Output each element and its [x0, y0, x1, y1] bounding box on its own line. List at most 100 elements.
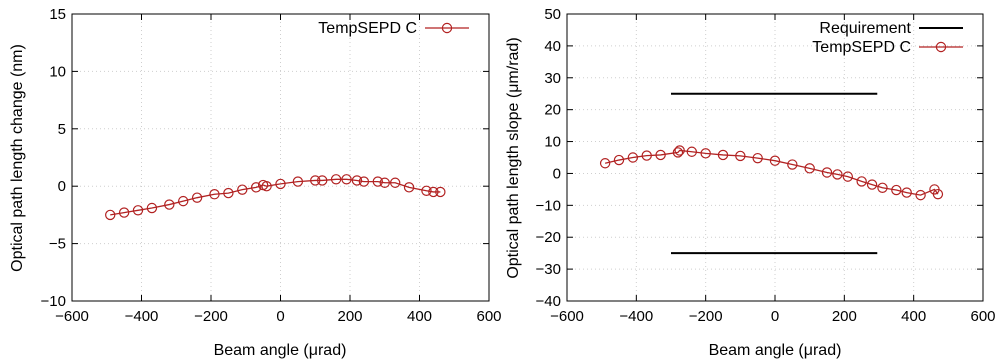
right-y-tick-label: 30 [544, 70, 561, 87]
left-x-tick-label: 0 [276, 308, 284, 325]
left-tempsepd-c-point [428, 186, 439, 198]
left-chart-plot-frame [71, 13, 490, 302]
left-tempsepd-c-point [351, 175, 363, 186]
left-x-tick-label: 400 [407, 308, 432, 325]
left-chart: −600 −400 −200 0 200 400 600 −10 −5 0 5 10 15 Beam a… [9, 6, 502, 359]
right-x-tick-label: −600 [550, 308, 584, 325]
left-y-tick-label: 0 [58, 178, 66, 195]
right-tempsepd-c-point [627, 152, 639, 163]
left-tempsepd-c-point [358, 176, 370, 187]
right-x-tick-label: −400 [619, 308, 653, 325]
right-chart: −600 −400 −200 0 200 400 600 −40 −30 −20 −10 0 10 20 3… [505, 6, 996, 359]
left-chart-grid [72, 14, 489, 301]
right-legend-entry-tempsepd-c: TempSEPD C [812, 39, 911, 56]
right-legend-entry-requirement: Requirement [819, 20, 911, 37]
left-tempsepd-c-point [317, 175, 328, 186]
right-x-tick-label: −200 [689, 308, 723, 325]
left-tempsepd-c-point [177, 195, 189, 207]
left-chart-x-axis-label: Beam angle (μrad) [214, 342, 347, 359]
right-tempsepd-c-point [735, 150, 746, 162]
left-chart-series [105, 174, 446, 221]
right-tempsepd-c-point [877, 182, 888, 193]
left-tempsepd-c-point [164, 199, 175, 210]
left-chart-y-axis-label: Optical path length change (nm) [9, 44, 26, 272]
left-y-tick-label: 5 [58, 121, 66, 138]
left-tempsepd-c-point [403, 182, 415, 193]
right-tempsepd-c-point [686, 146, 698, 157]
right-x-tick-label: 0 [771, 308, 779, 325]
right-x-tick-label: 600 [970, 308, 995, 325]
left-x-tick-label: 200 [337, 308, 362, 325]
right-legend-marker-tempsepd-c [935, 41, 947, 53]
left-tempsepd-c-point [421, 185, 432, 196]
right-y-tick-label: −20 [536, 229, 561, 246]
left-tempsepd-c-point [209, 189, 220, 200]
right-tempsepd-c-point [787, 159, 798, 170]
right-tempsepd-c-point [866, 179, 878, 190]
right-tempsepd-c-point [915, 189, 926, 201]
left-legend-entry-tempsepd-c: TempSEPD C [318, 20, 417, 37]
right-y-tick-label: −30 [536, 261, 561, 278]
left-tempsepd-c-point [310, 175, 321, 186]
right-tempsepd-c-point [599, 158, 611, 169]
right-tempsepd-c-point [717, 149, 729, 161]
left-chart-legend: TempSEPD C [318, 20, 469, 37]
right-y-tick-label: 0 [553, 165, 561, 182]
right-y-tick-label: 40 [544, 38, 561, 55]
left-tempsepd-c-point [341, 174, 352, 185]
right-chart-series [599, 92, 944, 255]
right-y-tick-label: 20 [544, 102, 561, 119]
right-tempsepd-c-point [672, 147, 684, 158]
right-chart-legend: Requirement TempSEPD C [812, 20, 963, 56]
left-x-tick-label: −200 [194, 308, 228, 325]
right-tempsepd-c-point [769, 155, 781, 166]
right-tempsepd-c-line [604, 149, 939, 196]
left-tempsepd-c-point [191, 192, 203, 203]
right-tempsepd-c-point [752, 152, 763, 164]
left-tempsepd-c-line [110, 178, 441, 216]
left-tempsepd-c-point [146, 202, 158, 214]
left-y-tick-label: 15 [49, 6, 66, 23]
right-tempsepd-c-point [891, 184, 902, 196]
right-tempsepd-c-point [700, 148, 711, 159]
right-tempsepd-c-point [613, 154, 625, 166]
right-tempsepd-c-point [842, 171, 854, 182]
left-y-tick-label: 10 [49, 63, 66, 80]
left-x-tick-label: −400 [125, 308, 159, 325]
left-tempsepd-c-point [105, 209, 116, 221]
left-tempsepd-c-point [250, 182, 262, 193]
right-y-tick-label: −40 [536, 293, 561, 310]
right-tempsepd-c-point [674, 145, 685, 156]
right-chart-x-axis-label: Beam angle (μrad) [709, 342, 842, 359]
right-x-tick-label: 200 [832, 308, 857, 325]
left-x-tick-label: 600 [476, 308, 501, 325]
left-tempsepd-c-point [435, 186, 446, 198]
left-tempsepd-c-point [275, 178, 286, 190]
right-tempsepd-c-point [804, 163, 815, 174]
right-y-tick-label: −10 [536, 197, 561, 214]
left-tempsepd-c-point [330, 174, 342, 185]
right-tempsepd-c-point [856, 176, 867, 187]
right-chart-grid [567, 14, 983, 301]
left-tempsepd-c-point [379, 177, 390, 188]
right-tempsepd-c-point [832, 169, 843, 180]
right-x-tick-label: 400 [901, 308, 926, 325]
left-legend-marker-tempsepd-c [441, 22, 453, 34]
right-chart-ticks: −600 −400 −200 0 200 400 600 −40 −30 −20 −10 0 10 20 3… [536, 6, 996, 325]
left-y-tick-label: −10 [41, 293, 66, 310]
left-tempsepd-c-point [389, 177, 401, 188]
left-tempsepd-c-point [118, 207, 130, 218]
right-tempsepd-c-point [655, 149, 666, 161]
left-tempsepd-c-point [261, 180, 272, 192]
right-chart-y-axis-label: Optical path length slope (μm/rad) [505, 37, 522, 278]
left-tempsepd-c-point [132, 205, 144, 216]
left-x-tick-label: −600 [55, 308, 89, 325]
left-tempsepd-c-point [292, 176, 304, 187]
left-tempsepd-c-point [372, 176, 383, 187]
right-y-tick-label: 50 [544, 6, 561, 23]
left-chart-ticks: −600 −400 −200 0 200 400 600 −10 −5 0 5 10 15 [41, 6, 502, 325]
right-y-tick-label: 10 [544, 134, 561, 151]
left-y-tick-label: −5 [49, 236, 66, 253]
right-tempsepd-c-point [901, 187, 912, 198]
